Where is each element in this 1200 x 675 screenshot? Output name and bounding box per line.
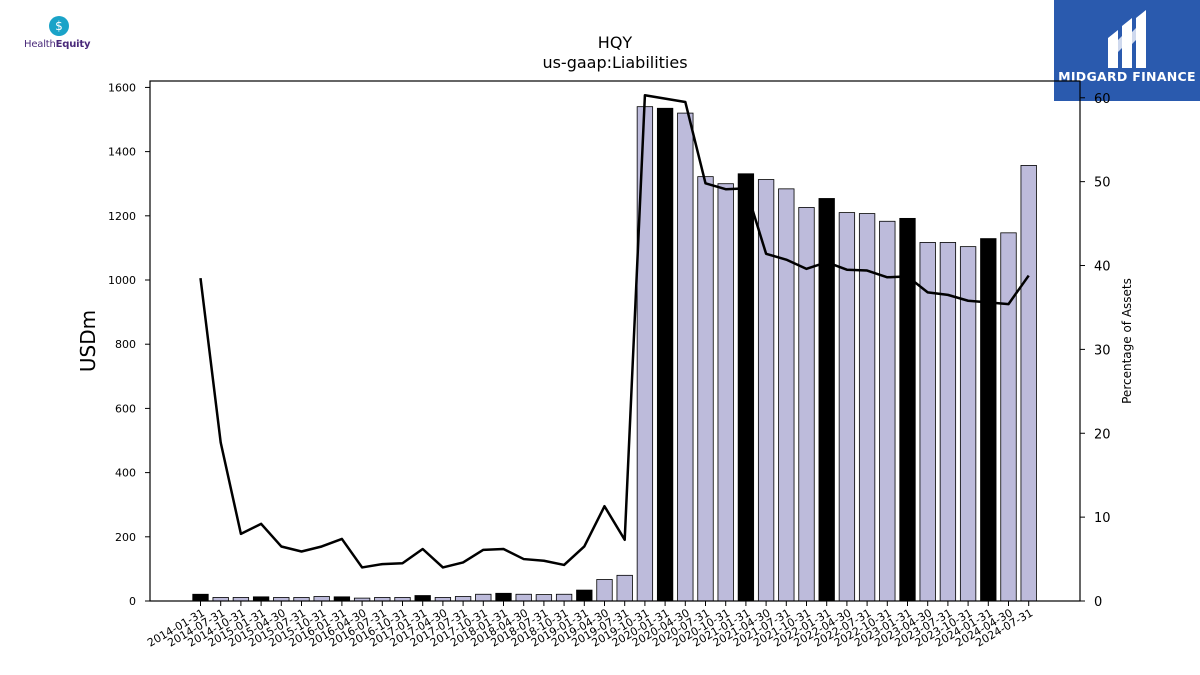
midgard-m-icon (1108, 10, 1146, 68)
percentage-line (199, 94, 1030, 569)
y2-tick-label: 0 (1094, 595, 1102, 610)
bar-2018-01-31 (495, 592, 512, 602)
bar-2018-10-31 (555, 593, 573, 602)
y-tick-label: 1200 (108, 210, 136, 223)
y-tick-label: 600 (115, 402, 136, 415)
bar-2015-10-31 (313, 596, 330, 602)
y2-axis-label: Percentage of Assets (1120, 278, 1134, 404)
bar-2022-01-31 (818, 198, 835, 602)
bar-2018-07-31 (535, 594, 553, 602)
bar-2019-01-31 (576, 589, 593, 602)
y2-tick-label: 60 (1094, 92, 1111, 107)
left-y-axis: 0 200 400 600 800 1000 1200 1400 1600 (108, 81, 150, 608)
bar-2019-07-31 (616, 574, 633, 602)
bar-2016-01-31 (333, 596, 351, 602)
midgard-finance-wordmark: MIDGARD FINANCE (1058, 69, 1196, 84)
bar-2024-07-31 (1020, 165, 1037, 602)
plot-frame (149, 80, 1081, 602)
y-tick-label: 1600 (108, 81, 136, 94)
healthequity-wordmark: HealthEquity (24, 39, 90, 50)
y-tick-label: 1400 (108, 146, 136, 159)
y-tick-label: 400 (115, 467, 136, 480)
bar-2020-01-31 (656, 107, 674, 602)
brand-part-1: Health (24, 39, 56, 50)
bar-2024-01-31 (980, 238, 997, 602)
bar-2019-04-30 (596, 579, 613, 602)
y-tick-label: 1000 (108, 274, 136, 287)
dollar-drop-icon: $ (49, 16, 69, 36)
y-axis-label: USDm (76, 310, 100, 372)
bar-2017-01-31 (414, 595, 431, 602)
y-tick-label: 200 (115, 531, 136, 544)
x-axis: 2014-01-312014-07-312014-10-312015-01-31… (145, 601, 1035, 650)
bar-2021-01-31 (737, 173, 755, 602)
right-y-axis: 0 10 20 30 40 50 60 (1080, 92, 1111, 610)
bar-2020-07-31 (697, 176, 714, 602)
bar-2019-10-31 (636, 106, 654, 602)
bar-2024-04-30 (1000, 232, 1017, 602)
chart-title: HQY (598, 33, 633, 52)
bar-2015-01-31 (252, 596, 270, 602)
bar-2021-07-31 (778, 188, 795, 602)
bar-2020-10-31 (717, 183, 734, 602)
bar-2017-10-31 (475, 593, 492, 602)
y2-tick-label: 30 (1094, 343, 1111, 358)
y-tick-label: 800 (115, 338, 136, 351)
bar-2023-04-30 (919, 242, 936, 602)
percentage-line-series (199, 94, 1030, 569)
bar-2018-04-30 (515, 593, 532, 602)
y2-tick-label: 20 (1094, 427, 1111, 442)
y2-tick-label: 50 (1094, 176, 1111, 191)
midgard-finance-logo: MIDGARD FINANCE (1054, 0, 1200, 101)
y2-tick-label: 10 (1094, 511, 1111, 526)
bar-series (192, 106, 1037, 602)
y2-tick-label: 40 (1094, 260, 1111, 275)
bar-2014-01-31 (192, 593, 209, 602)
chart-subtitle: us-gaap:Liabilities (542, 53, 687, 72)
brand-part-2: Equity (55, 39, 91, 50)
bar-2020-04-30 (677, 112, 694, 602)
bar-2017-07-31 (454, 596, 472, 602)
bar-2021-04-30 (757, 179, 775, 602)
y-tick-label: 0 (129, 595, 136, 608)
healthequity-logo: $ HealthEquity (24, 14, 98, 54)
